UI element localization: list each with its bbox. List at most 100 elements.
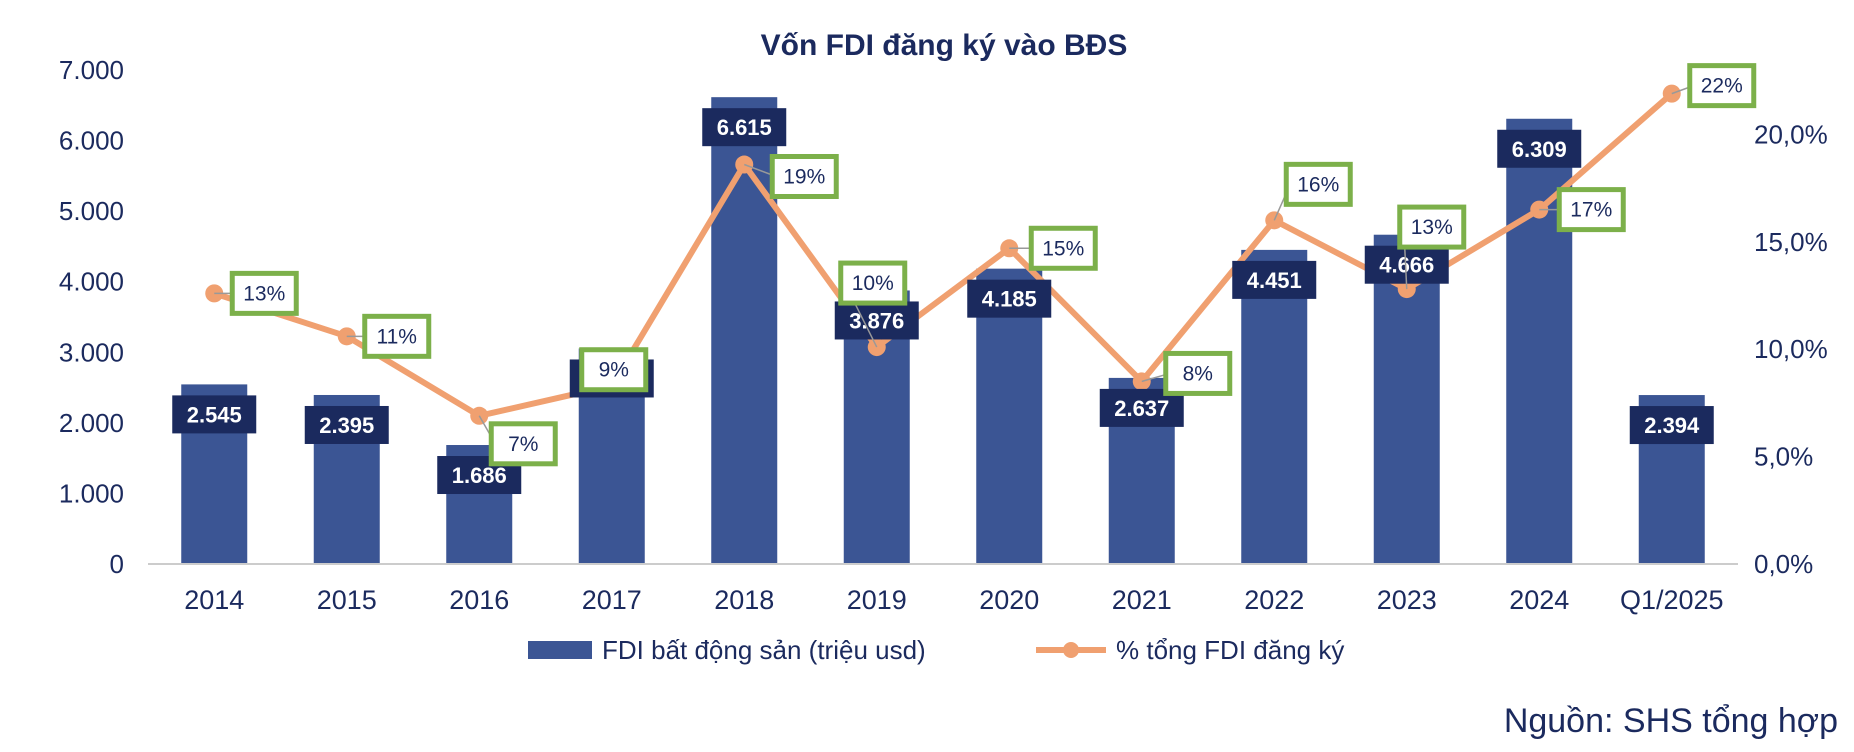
line-label-box [488,421,558,467]
x-axis-tick-label: Q1/2025 [1620,585,1724,615]
line-label-box [1556,187,1626,233]
line-label-text: 10% [852,272,894,295]
line-label-box [229,270,299,316]
line-label-2017: 9% [579,347,649,393]
x-axis-ticks: 2014 2015 2016 2017 2018 2019 2020 2021 2022 2023… [184,585,1723,615]
line-label-2019: 10% [838,260,908,348]
line-label-box [1397,204,1467,250]
bar-label-box [1497,129,1582,168]
left-axis-tick-label: 1.000 [59,478,124,508]
line-label-2020: 15% [1009,225,1098,271]
x-axis-tick-label: 2016 [449,585,509,615]
bar-label-text: 4.666 [1379,253,1434,278]
line-label-text: 22% [1701,75,1743,98]
x-axis-tick-label: 2017 [582,585,642,615]
bar-label-text: 2.394 [1644,413,1700,438]
bar-label-2019: 3.876 [834,301,919,340]
bar-2020 [976,268,1043,564]
line-label-text: 8% [1183,362,1213,385]
line-label-2015: 11% [346,313,432,359]
left-axis-tick-label: 7.000 [59,55,124,85]
line-label-text: 17% [1570,199,1612,222]
line-label-box [1028,225,1098,271]
line-data-labels: 13% 11% 7% 9% 19% 10% 15% 8% 16% 13% 17% 22% [214,63,1757,467]
legend-line-marker [1063,642,1079,658]
line-label-box [769,154,839,200]
bar-label-box [1629,406,1714,445]
legend-bar-label: FDI bất động sản (triệu usd) [602,635,926,665]
line-label-box [579,347,649,393]
bar-label-2015: 2.395 [304,405,389,444]
bar-label-box [967,279,1052,318]
line-label-text: 15% [1042,237,1084,260]
line-label-box [838,260,908,306]
left-axis-tick-label: 6.000 [59,126,124,156]
line-label-2024: 17% [1539,187,1626,233]
percent-line [213,91,1674,419]
bar-label-text: 6.615 [717,115,772,140]
line-label-box [1687,63,1757,109]
bar-label-box [172,395,257,434]
bar-label-text: 2.545 [187,402,242,427]
x-axis-tick-label: 2018 [714,585,774,615]
bar-2022 [1241,249,1308,564]
line-label-text: 19% [783,166,825,189]
bar-label-2014: 2.545 [172,395,257,434]
left-axis-tick-label: 3.000 [59,337,124,367]
line-label-2023: 13% [1397,204,1467,290]
legend-line-label: % tổng FDI đăng ký [1116,635,1344,665]
x-axis-tick-label: 2014 [184,585,244,615]
x-axis-tick-label: 2020 [979,585,1039,615]
bar-label-box [702,108,787,147]
x-axis-tick-label: 2022 [1244,585,1304,615]
line-label-box [1283,161,1353,207]
line-label-text: 13% [243,282,285,305]
left-axis-tick-label: 5.000 [59,196,124,226]
line-label-2016: 7% [478,415,558,467]
bar-label-text: 3.876 [849,308,904,333]
line-label-box [362,313,432,359]
source-note: Nguồn: SHS tổng hợp [1504,702,1838,740]
x-axis-tick-label: 2019 [847,585,907,615]
line-series [205,84,1681,425]
legend-bar-swatch [528,641,592,659]
bar-label-text: 2.637 [1114,396,1169,421]
right-axis: 0,0% 5,0% 10,0% 15,0% 20,0% [1754,119,1828,579]
bar-label-2018: 6.615 [702,108,787,147]
bar-label-box [834,301,919,340]
right-axis-tick-label: 5,0% [1754,442,1813,472]
left-axis: 0 1.000 2.000 3.000 4.000 5.000 6.000 7.000 [59,55,124,579]
line-label-Q1/2025: 22% [1671,63,1757,109]
bar-label-2022: 4.451 [1232,260,1317,299]
line-label-2014: 13% [214,270,299,316]
x-axis-tick-label: 2021 [1112,585,1172,615]
bar-label-2020: 4.185 [967,279,1052,318]
line-label-box [1163,350,1233,396]
bar-label-text: 4.185 [982,287,1037,312]
bar-label-box [1232,260,1317,299]
bar-label-text: 6.309 [1512,137,1567,162]
bar-label-text: 2.395 [319,413,374,438]
left-axis-tick-label: 4.000 [59,267,124,297]
bar-data-labels: 2.5452.3951.6863.0546.6153.8764.1852.637… [172,108,1714,495]
right-axis-tick-label: 0,0% [1754,549,1813,579]
bar-label-Q1/2025: 2.394 [1629,406,1714,445]
right-axis-tick-label: 15,0% [1754,227,1828,257]
left-axis-tick-label: 2.000 [59,408,124,438]
right-axis-tick-label: 10,0% [1754,334,1828,364]
x-axis-tick-label: 2024 [1509,585,1569,615]
line-label-text: 7% [508,433,538,456]
bar-label-text: 1.686 [452,463,507,488]
bar-label-text: 4.451 [1247,268,1302,293]
bar-label-2024: 6.309 [1497,129,1582,168]
legend: FDI bất động sản (triệu usd) % tổng FDI … [528,635,1344,665]
line-label-text: 9% [599,359,629,382]
x-axis-tick-label: 2023 [1377,585,1437,615]
bar-2018 [711,97,778,565]
left-axis-tick-label: 0 [110,549,124,579]
line-label-2022: 16% [1273,161,1353,221]
right-axis-tick-label: 20,0% [1754,119,1828,149]
line-label-text: 13% [1411,216,1453,239]
